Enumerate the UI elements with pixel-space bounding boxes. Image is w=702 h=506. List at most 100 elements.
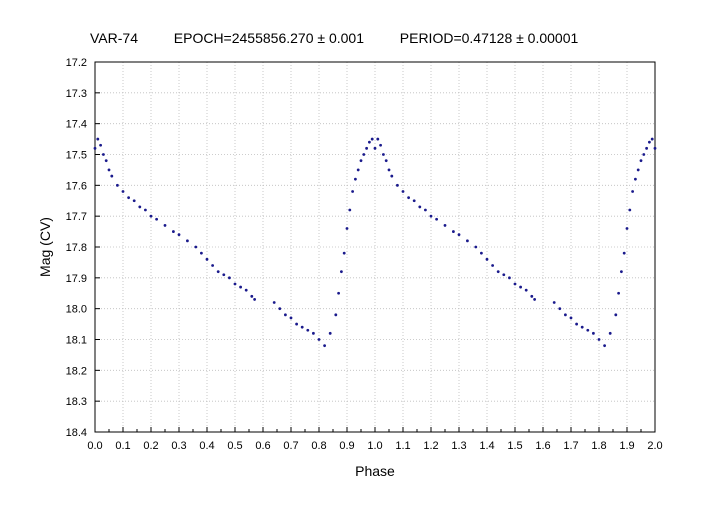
data-point <box>334 313 338 317</box>
data-point <box>96 137 100 141</box>
data-point <box>211 264 215 267</box>
x-tick-label: 0.5 <box>227 440 242 452</box>
data-point <box>317 338 321 341</box>
data-point <box>552 301 556 304</box>
x-tick-label: 0.2 <box>143 440 158 452</box>
x-tick-label: 0.1 <box>115 440 130 452</box>
data-point <box>639 159 643 163</box>
y-tick-label: 18.3 <box>66 396 87 408</box>
data-point <box>636 168 640 172</box>
x-tick-label: 1.0 <box>367 440 382 452</box>
y-tick-label: 17.2 <box>66 57 87 69</box>
data-point <box>480 251 483 255</box>
grid <box>95 62 655 432</box>
y-axis-label: Mag (CV) <box>37 217 53 277</box>
period-label: PERIOD=0.47128 ± 0.00001 <box>399 30 579 46</box>
data-point <box>558 307 562 311</box>
data-point <box>418 205 422 209</box>
x-tick-label: 2.0 <box>647 440 662 452</box>
data-point <box>508 276 511 280</box>
data-point <box>99 143 102 147</box>
y-tick-label: 17.3 <box>66 88 87 100</box>
x-tick-label: 1.8 <box>591 440 606 452</box>
data-point <box>524 288 528 292</box>
data-point <box>452 230 455 233</box>
y-tick-label: 17.8 <box>66 242 87 254</box>
data-point <box>186 239 189 243</box>
data-point <box>222 273 226 277</box>
x-tick-label: 1.7 <box>563 440 578 452</box>
data-point <box>323 344 326 348</box>
data-point <box>564 313 567 317</box>
data-point <box>457 233 461 237</box>
data-point <box>412 199 416 203</box>
data-point <box>177 233 181 237</box>
data-point <box>250 294 254 298</box>
data-point <box>102 153 105 156</box>
data-point <box>390 174 394 178</box>
data-point <box>312 331 315 335</box>
y-tick-label: 17.9 <box>66 273 87 285</box>
data-point <box>603 344 606 348</box>
y-tick-label: 17.6 <box>66 180 87 192</box>
data-point <box>628 208 632 212</box>
data-point <box>200 251 203 255</box>
data-point <box>382 153 385 156</box>
y-tick-label: 17.5 <box>66 150 87 162</box>
data-point <box>138 205 142 209</box>
x-tick-label: 0.0 <box>87 440 102 452</box>
x-tick-label: 1.1 <box>395 440 410 452</box>
data-point <box>379 143 382 147</box>
data-point <box>284 313 287 317</box>
y-tick-label: 17.7 <box>66 211 87 223</box>
data-point <box>496 270 500 274</box>
data-point <box>359 159 363 163</box>
data-point <box>620 270 623 274</box>
data-point <box>368 140 371 144</box>
x-tick-label: 0.3 <box>171 440 186 452</box>
data-point <box>362 153 366 156</box>
data-point <box>384 159 388 163</box>
data-point <box>617 291 620 295</box>
data-point <box>295 322 298 326</box>
data-point <box>642 153 646 156</box>
data-point <box>216 270 220 274</box>
x-tick-label: 1.4 <box>479 440 494 452</box>
data-point <box>533 298 536 301</box>
data-point <box>592 331 595 335</box>
x-tick-label: 0.4 <box>199 440 214 452</box>
x-tick-label: 1.2 <box>423 440 438 452</box>
data-point <box>407 196 410 200</box>
data-point <box>648 140 651 144</box>
data-point <box>653 146 657 150</box>
data-point <box>502 273 506 277</box>
data-point <box>278 307 282 311</box>
data-point <box>513 282 517 286</box>
star-name: VAR-74 <box>90 30 138 46</box>
data-point <box>631 190 634 193</box>
x-tick-label: 1.3 <box>451 440 466 452</box>
data-point <box>345 227 349 230</box>
data-point <box>569 316 573 320</box>
data-point <box>586 328 590 332</box>
y-axis: 17.2 17.3 17.4 17.5 17.6 17.7 17.8 17.9 18.0 18.1… <box>66 57 100 439</box>
x-tick-label: 1.5 <box>507 440 522 452</box>
epoch-label: EPOCH=2455856.270 ± 0.001 <box>173 30 364 46</box>
data-point <box>396 183 399 187</box>
data-point <box>575 322 578 326</box>
data-point <box>351 190 354 193</box>
data-point <box>233 282 237 286</box>
data-point <box>373 146 377 150</box>
data-point <box>597 338 601 341</box>
x-tick-label: 0.9 <box>339 440 354 452</box>
x-axis: 0.0 0.1 0.2 0.3 0.4 0.5 0.6 0.7 0.8 0.9 1.0 1.1 1.2 1… <box>87 427 663 452</box>
data-point <box>205 257 209 261</box>
data-point <box>132 199 136 203</box>
data-point <box>155 217 159 221</box>
data-point <box>625 227 629 230</box>
data-point <box>580 325 584 329</box>
x-tick-label: 0.7 <box>283 440 298 452</box>
data-point <box>365 146 368 150</box>
data-point <box>485 257 489 261</box>
